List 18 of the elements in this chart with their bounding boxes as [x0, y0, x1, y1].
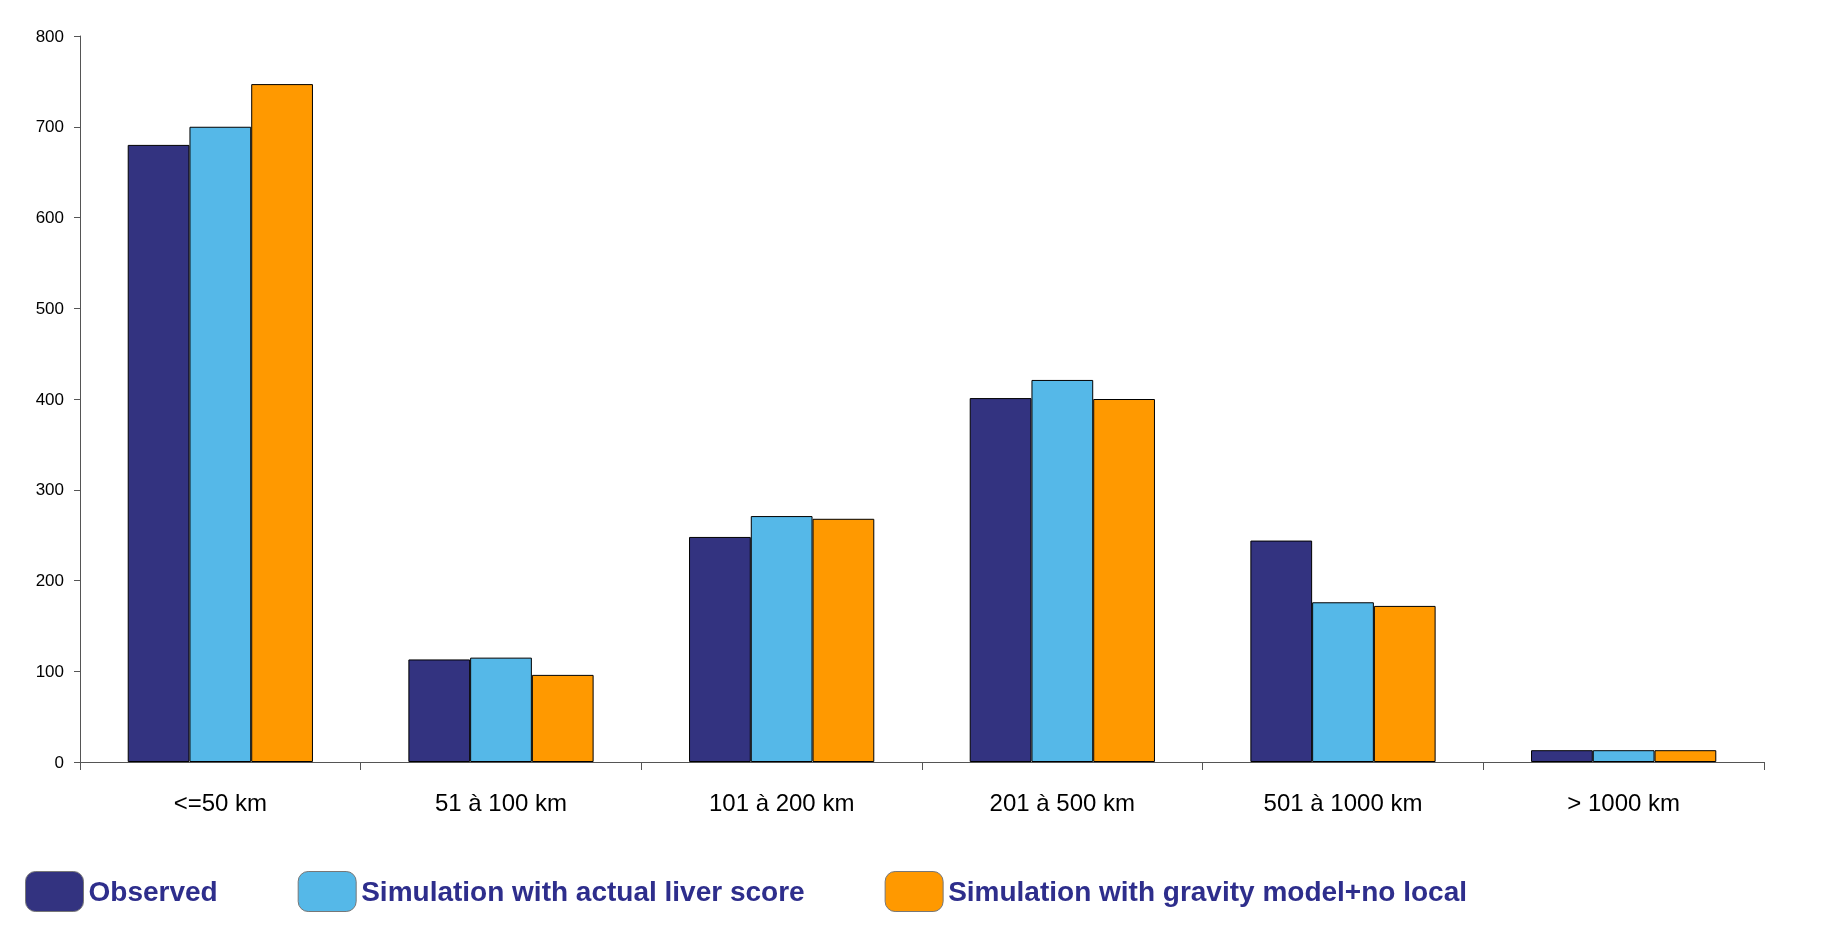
legend-label: Observed [88, 876, 218, 907]
y-tick-label: 600 [35, 208, 64, 227]
x-tick-label: 101 à 200 km [708, 788, 855, 816]
y-tick-label: 200 [35, 571, 64, 590]
y-tick-label: 100 [35, 661, 64, 681]
x-tick-label: 51 à 100 km [434, 788, 568, 816]
y-tick-label: 700 [35, 117, 64, 137]
y-tick-label: 400 [35, 389, 64, 409]
legend-label: Simulation with gravity model+no local [948, 876, 1468, 907]
y-tick-label: 300 [35, 480, 64, 500]
y-tick-label: 800 [35, 26, 64, 46]
x-tick-label: 501 à 1000 km [1263, 788, 1423, 816]
y-tick-label: 0 [54, 752, 64, 772]
x-tick-label: <=50 km [173, 788, 268, 816]
x-tick-label: > 1000 km [1567, 788, 1681, 816]
x-tick-label: 201 à 500 km [989, 788, 1136, 816]
y-tick-label: 500 [35, 298, 64, 318]
legend-label: Simulation with actual liver score [361, 876, 805, 907]
